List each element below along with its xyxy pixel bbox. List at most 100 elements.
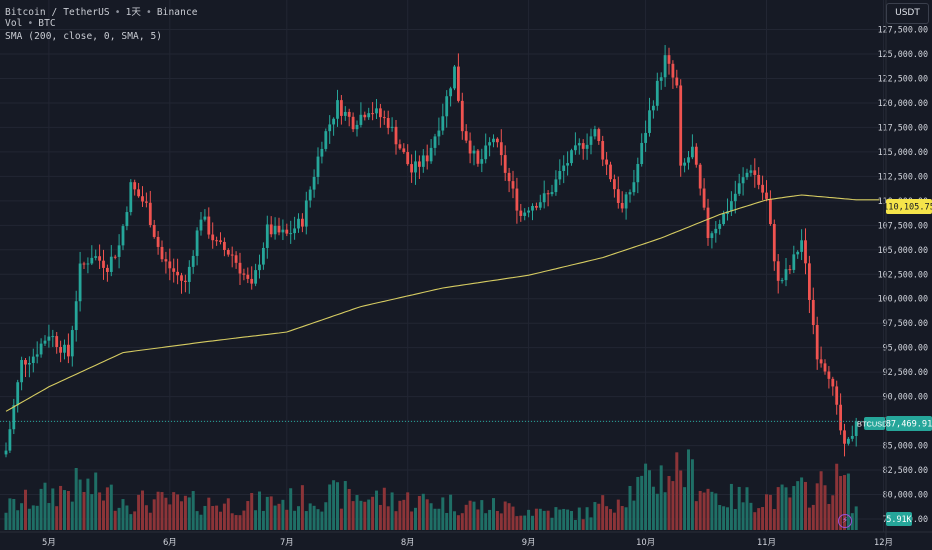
candle-body	[636, 163, 640, 183]
volume-bar	[690, 459, 694, 530]
candle-body	[445, 96, 449, 117]
candle-body	[437, 130, 441, 137]
price-axis[interactable]: 77,500.0080,000.0082,500.0085,000.0087,5…	[878, 0, 928, 550]
candle-body	[519, 210, 523, 216]
candle-body	[269, 224, 273, 235]
candle-body	[632, 182, 636, 193]
volume-bar	[570, 510, 573, 530]
candle-body	[601, 141, 605, 160]
volume-bar	[320, 511, 324, 530]
sma-value: 110,105.75	[883, 203, 932, 213]
candle-body	[441, 116, 445, 131]
candle-body	[527, 210, 530, 213]
candle-body	[410, 164, 413, 173]
volume-bar	[382, 487, 386, 530]
candle-body	[390, 126, 394, 128]
candle-body	[47, 336, 51, 341]
candle-body	[145, 201, 148, 203]
candle-body	[496, 138, 499, 143]
volume-bar	[339, 508, 343, 530]
candle-body	[476, 150, 480, 164]
candle-body	[854, 421, 858, 436]
candle-body	[238, 262, 242, 274]
volume-bar	[367, 499, 371, 530]
volume-bar	[757, 508, 761, 530]
volume-bar	[137, 494, 141, 530]
volume-bar	[476, 509, 480, 530]
candle-body	[449, 88, 452, 97]
volume-bar	[70, 501, 74, 530]
volume-bar	[550, 517, 554, 530]
volume-bar	[796, 481, 800, 530]
volume-bar	[722, 506, 726, 530]
volume-bar	[394, 511, 398, 530]
candle-body	[59, 346, 62, 353]
volume-bar	[414, 507, 417, 530]
volume-bar	[605, 506, 609, 530]
volume-bar	[308, 503, 312, 530]
candle-body	[796, 251, 800, 255]
volume-bar	[710, 491, 714, 530]
candle-body	[843, 430, 846, 444]
price-tick-label: 105,000.00	[878, 245, 928, 255]
volume-bar	[546, 510, 550, 530]
volume-bar	[63, 490, 66, 530]
volume-bar	[597, 503, 601, 530]
candle-body	[78, 263, 82, 302]
volume-bar	[121, 499, 125, 530]
candle-body	[620, 202, 624, 209]
time-tick-label: 11月	[757, 537, 776, 547]
candle-body	[531, 205, 534, 211]
volume-bar	[558, 509, 562, 530]
candle-body	[70, 330, 74, 357]
volume-bar	[398, 500, 402, 530]
candle-body	[421, 155, 425, 167]
volume-bar	[484, 513, 488, 530]
time-axis[interactable]: 5月 6月 7月 8月 9月 10月 11月 12月	[0, 531, 932, 547]
volume-bar	[386, 506, 390, 530]
currency-selector[interactable]: USDT	[886, 3, 929, 24]
candle-body	[468, 140, 472, 154]
volume-bar	[332, 480, 336, 530]
volume-bar	[527, 509, 531, 530]
candle-body	[242, 273, 246, 275]
volume-bar	[234, 515, 238, 530]
volume-value: 5.91K	[886, 514, 912, 524]
candle-body	[769, 198, 772, 225]
volume-bar	[47, 503, 51, 530]
candle-body	[722, 213, 725, 225]
candle-body	[4, 450, 8, 455]
volume-bar	[531, 515, 534, 530]
candle-body	[472, 150, 476, 154]
candle-body	[425, 155, 429, 162]
sma-legend[interactable]: SMA (200, close, 0, SMA, 5)	[5, 31, 162, 42]
volume-bar	[336, 482, 339, 530]
volume-bar	[78, 479, 82, 530]
volume-bar	[219, 511, 222, 530]
volume-bar	[831, 495, 835, 530]
volume-bar	[265, 496, 269, 530]
symbol-legend[interactable]: Bitcoin / TetherUS • 1天 • Binance	[5, 7, 198, 18]
candle-body	[304, 200, 308, 227]
volume-bar	[125, 505, 129, 530]
candle-body	[663, 55, 667, 78]
candle-body	[63, 344, 66, 353]
candle-body	[51, 336, 55, 338]
volume-bar	[98, 492, 102, 530]
lightning-bolt-icon[interactable]: ⚡	[838, 514, 852, 528]
candle-body	[850, 435, 854, 439]
volume-bar	[445, 512, 449, 530]
volume-bar	[706, 488, 710, 530]
candle-body	[566, 163, 569, 166]
candle-body	[156, 236, 160, 247]
candle-body	[433, 136, 437, 148]
volume-bar	[589, 517, 593, 530]
volume-bar	[141, 490, 144, 530]
volume-legend[interactable]: Vol • BTC	[5, 18, 56, 29]
volume-bar	[187, 497, 191, 530]
volume-bar	[378, 504, 382, 530]
candle-body	[542, 193, 546, 203]
candle-body	[8, 429, 12, 451]
candle-body	[460, 100, 464, 132]
